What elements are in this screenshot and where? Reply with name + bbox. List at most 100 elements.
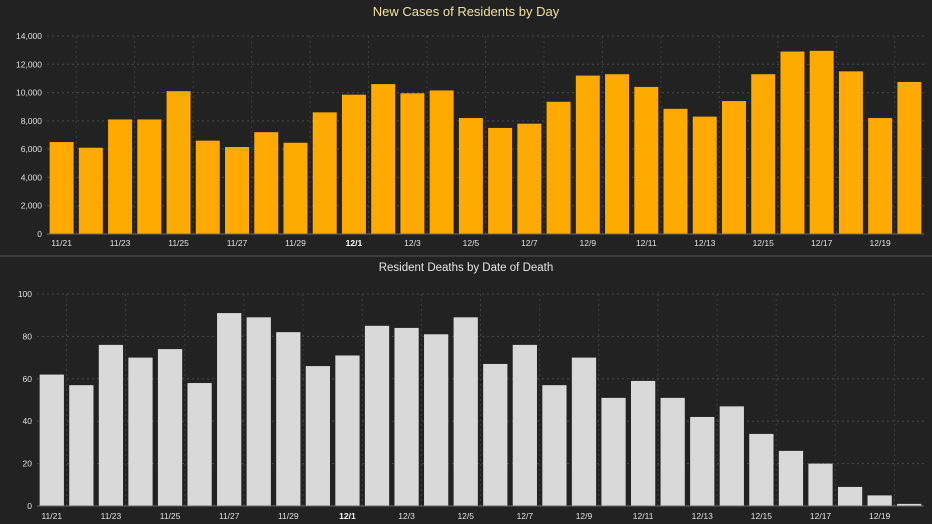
x-tick-label: 11/25	[168, 238, 189, 248]
bar	[157, 349, 183, 506]
x-tick-label: 12/5	[457, 511, 474, 521]
x-tick-label: 12/19	[869, 511, 891, 521]
y-tick-label: 6,000	[21, 144, 43, 154]
bar	[400, 93, 425, 235]
y-tick-label: 20	[23, 459, 33, 469]
x-tick-label: 11/27	[219, 511, 240, 521]
x-tick-label: 12/7	[521, 238, 538, 248]
bar	[809, 50, 834, 234]
y-tick-label: 0	[37, 229, 42, 239]
x-tick-label: 12/1	[346, 238, 363, 248]
x-tick-label: 12/9	[580, 238, 597, 248]
bar	[749, 433, 774, 506]
cases-chart-panel: 0 2,000 4,000 6,000 8,000 10,000 12,000 14,000 1…	[0, 0, 932, 256]
y-tick-label: 8,000	[21, 116, 43, 126]
bar	[424, 334, 449, 506]
bar	[98, 344, 124, 506]
cases-chart-title: New Cases of Residents by Day	[372, 4, 560, 19]
x-tick-label: 12/19	[870, 238, 892, 248]
bar	[605, 74, 630, 234]
bar	[483, 363, 508, 506]
bar	[128, 357, 153, 506]
y-tick-label: 2,000	[21, 201, 43, 211]
bar	[225, 147, 250, 234]
deaths-chart-title: Resident Deaths by Date of Death	[378, 262, 554, 274]
bar	[39, 374, 64, 506]
bar	[335, 355, 360, 506]
bar	[108, 119, 133, 234]
bar	[660, 397, 685, 506]
x-tick-label: 12/3	[404, 238, 421, 248]
x-tick-label: 12/13	[694, 238, 716, 248]
y-tick-label: 80	[23, 331, 33, 341]
bar	[690, 416, 715, 506]
bar	[780, 51, 805, 234]
bar	[897, 503, 922, 506]
bar	[517, 123, 542, 234]
x-tick-label: 11/29	[278, 511, 299, 521]
x-tick-label: 12/9	[576, 511, 593, 521]
bar	[371, 84, 396, 234]
bar	[217, 313, 242, 506]
bar	[69, 385, 94, 506]
bar	[692, 116, 717, 234]
x-tick-label: 11/23	[110, 238, 131, 248]
y-tick-label: 60	[23, 374, 33, 384]
bar	[571, 357, 597, 506]
bar	[719, 406, 744, 506]
deaths-chart: 0 20 40 60 80 100 11/21 11/23 11/25 11/27 11/29 12/…	[18, 289, 924, 521]
bar	[137, 119, 162, 234]
bar	[276, 332, 301, 506]
x-tick-label: 11/29	[285, 238, 306, 248]
bar	[394, 327, 419, 506]
bar	[867, 495, 892, 506]
x-tick-label: 12/17	[810, 511, 832, 521]
x-tick-label: 12/17	[811, 238, 833, 248]
bar	[542, 385, 567, 506]
x-tick-label: 12/1	[339, 511, 356, 521]
x-tick-label: 12/7	[517, 511, 534, 521]
bar	[634, 86, 659, 235]
bar	[721, 101, 746, 234]
y-tick-label: 12,000	[16, 59, 42, 69]
bar	[837, 486, 863, 506]
x-tick-label: 12/5	[463, 238, 480, 248]
y-tick-label: 100	[18, 289, 32, 299]
bar	[187, 383, 212, 506]
bar	[254, 132, 279, 234]
y-tick-label: 10,000	[16, 88, 42, 98]
bar	[868, 118, 893, 234]
bar	[838, 71, 863, 234]
bar	[312, 112, 337, 234]
bar	[601, 397, 626, 506]
bar	[778, 450, 804, 506]
bar	[751, 74, 776, 234]
x-tick-label: 11/21	[41, 511, 62, 521]
bar	[49, 142, 74, 234]
y-tick-label: 0	[27, 501, 32, 511]
x-tick-label: 12/15	[751, 511, 773, 521]
panel-divider	[0, 255, 932, 257]
cases-chart: 0 2,000 4,000 6,000 8,000 10,000 12,000 14,000 1…	[16, 31, 924, 248]
bar	[246, 317, 271, 506]
x-tick-label: 12/11	[636, 238, 657, 248]
x-tick-label: 12/11	[633, 511, 654, 521]
bar	[512, 344, 537, 506]
bar	[808, 463, 833, 506]
bar	[364, 325, 390, 506]
bar	[458, 118, 483, 234]
bar	[897, 81, 922, 234]
bar	[575, 75, 600, 234]
bar	[283, 142, 308, 234]
x-tick-label: 11/27	[227, 238, 248, 248]
bar	[453, 317, 478, 506]
bar	[488, 127, 513, 234]
bar	[195, 140, 220, 234]
y-tick-label: 4,000	[21, 172, 43, 182]
bar	[305, 366, 331, 506]
bar	[663, 108, 688, 234]
bar	[166, 91, 191, 235]
x-tick-label: 11/25	[160, 511, 181, 521]
bar	[341, 94, 366, 234]
